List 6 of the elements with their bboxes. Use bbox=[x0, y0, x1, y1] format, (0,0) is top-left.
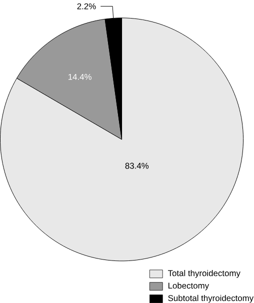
data-label: 14.4% bbox=[68, 74, 92, 80]
data-label: 83.4% bbox=[126, 162, 149, 169]
legend-label: Subtotal thyroidectomy bbox=[168, 294, 254, 303]
data-label: 2.2% bbox=[77, 3, 96, 10]
legend-label: Lobectomy bbox=[168, 282, 210, 290]
legend-label: Total thyroidectomy bbox=[168, 270, 241, 278]
